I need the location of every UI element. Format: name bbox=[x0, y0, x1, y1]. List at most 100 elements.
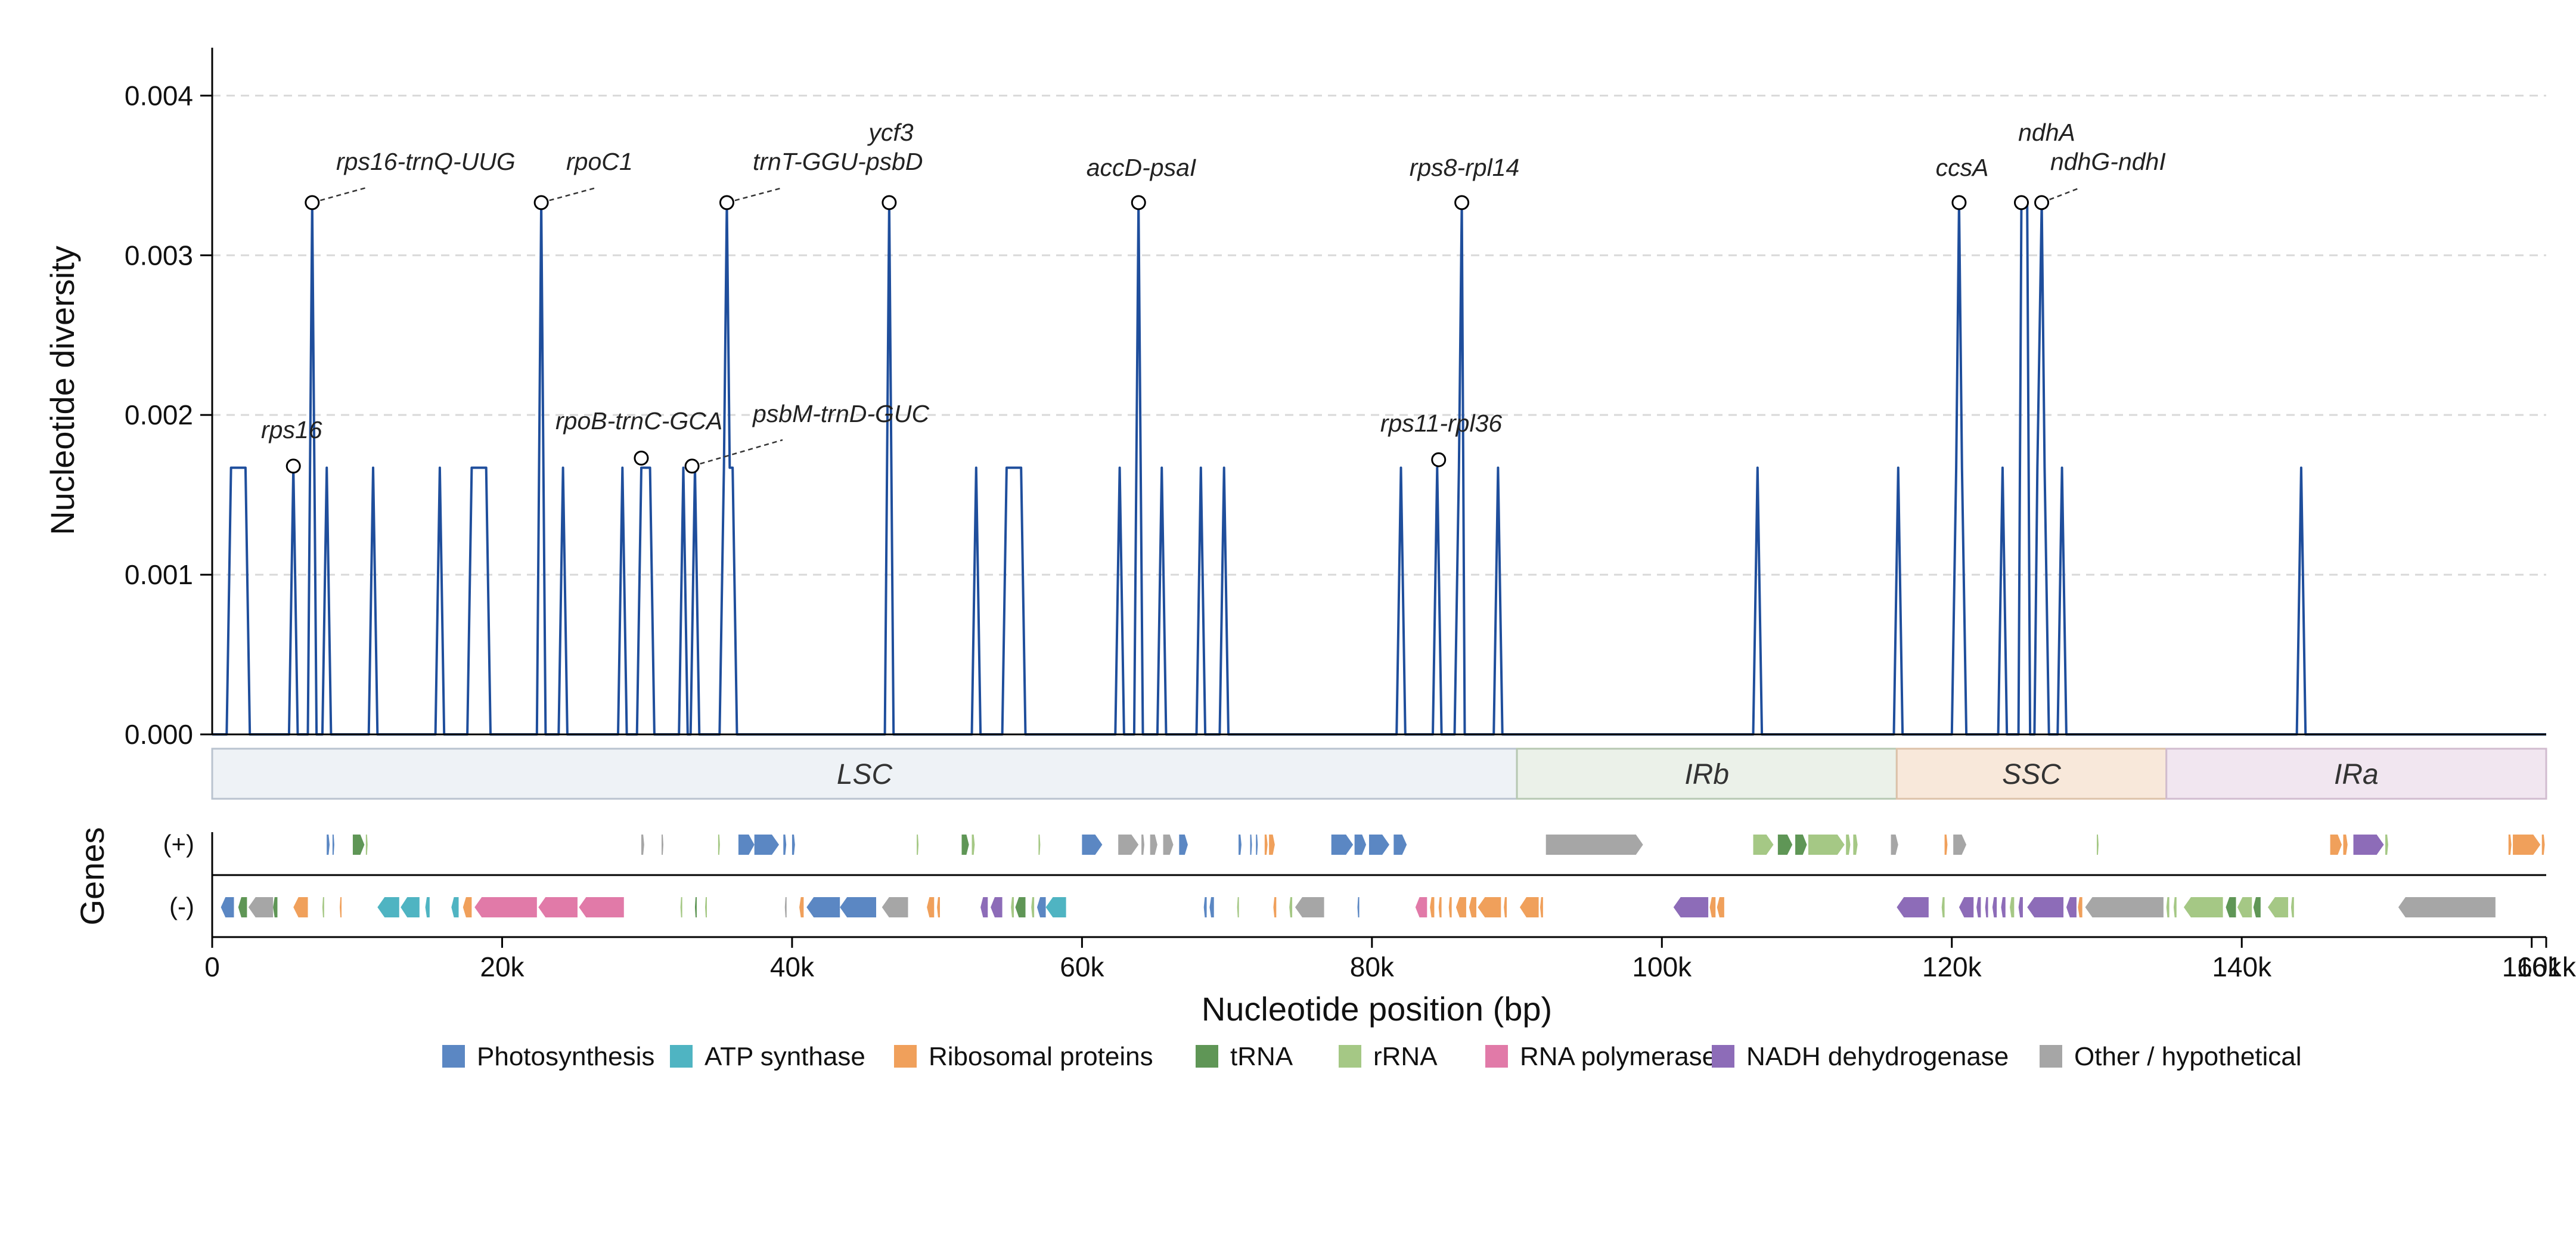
gene-minus-strand bbox=[1289, 897, 1293, 917]
gene-plus-strand bbox=[1038, 835, 1041, 855]
peak-marker bbox=[285, 458, 301, 474]
x-tick-label: 100k bbox=[1632, 951, 1692, 982]
gene-minus-strand bbox=[1504, 897, 1507, 917]
peak-marker bbox=[533, 195, 549, 210]
peak-marker bbox=[1431, 452, 1447, 467]
gene-plus-strand bbox=[2385, 835, 2388, 855]
gene-plus-strand bbox=[1179, 835, 1188, 855]
gene-minus-strand bbox=[840, 897, 876, 917]
gene-plus-strand bbox=[1846, 835, 1851, 855]
legend-label: Other / hypothetical bbox=[2074, 1042, 2302, 1071]
gene-plus-strand bbox=[1393, 835, 1407, 855]
gene-minus-strand bbox=[1519, 897, 1539, 917]
legend-swatch bbox=[1339, 1045, 1361, 1068]
gene-minus-strand bbox=[538, 897, 578, 917]
x-tick-label: 140k bbox=[2212, 951, 2272, 982]
gene-minus-strand bbox=[2253, 897, 2261, 917]
legend: Photosynthesis ATP synthase Ribosomal prot… bbox=[442, 1042, 2302, 1071]
gene-minus-strand bbox=[1430, 897, 1435, 917]
gene-plus-strand bbox=[738, 835, 755, 855]
gene-minus-strand bbox=[1985, 897, 1988, 917]
legend-label: tRNA bbox=[1230, 1042, 1293, 1071]
legend-swatch bbox=[670, 1045, 693, 1068]
x-tick-label: 20k bbox=[480, 951, 524, 982]
gene-plus-strand bbox=[1118, 835, 1139, 855]
peak-label: accD-psaI bbox=[1087, 154, 1197, 181]
gene-plus-strand bbox=[1953, 835, 1967, 855]
gene-plus-strand bbox=[2513, 835, 2541, 855]
gene-minus-strand bbox=[1036, 897, 1046, 917]
legend-label: RNA polymerase bbox=[1520, 1042, 1717, 1071]
gene-minus-strand bbox=[1295, 897, 1324, 917]
gene-minus-strand bbox=[882, 897, 908, 917]
genes-track-label: Genes bbox=[73, 827, 111, 926]
peak-marker bbox=[719, 195, 734, 210]
gene-plus-strand bbox=[754, 835, 780, 855]
gene-minus-strand bbox=[1237, 897, 1239, 917]
gene-minus-strand bbox=[1438, 897, 1442, 917]
region-label: SSC bbox=[2002, 759, 2061, 790]
gene-plus-strand bbox=[1853, 835, 1858, 855]
peak-leader-line bbox=[727, 187, 783, 204]
region-lsc-band bbox=[211, 748, 1518, 800]
region-ssc-band bbox=[1895, 748, 2168, 800]
gene-plus-strand bbox=[1163, 835, 1174, 855]
legend-label: Ribosomal proteins bbox=[929, 1042, 1153, 1071]
gene-minus-strand bbox=[694, 897, 697, 917]
legend-swatch bbox=[442, 1045, 465, 1068]
gene-plus-strand bbox=[2353, 835, 2384, 855]
gene-minus-strand bbox=[1976, 897, 1981, 917]
gene-minus-strand bbox=[1357, 897, 1360, 917]
gene-plus-strand bbox=[332, 835, 334, 855]
gene-minus-strand bbox=[2085, 897, 2164, 917]
legend-swatch bbox=[1485, 1045, 1508, 1068]
gene-minus-strand bbox=[2078, 897, 2082, 917]
gene-plus-strand bbox=[1256, 835, 1258, 855]
region-label: IRb bbox=[1684, 759, 1729, 790]
gene-plus-strand bbox=[1354, 835, 1367, 855]
gene-minus-strand bbox=[322, 897, 324, 917]
gene-minus-strand bbox=[991, 897, 1003, 917]
gene-minus-strand bbox=[1209, 897, 1214, 917]
peak-label: trnT-GGU-psbD bbox=[753, 148, 923, 175]
gene-minus-strand bbox=[704, 897, 707, 917]
gene-minus-strand bbox=[2173, 897, 2177, 917]
peak-label: rpoC1 bbox=[566, 148, 633, 175]
gene-minus-strand bbox=[1941, 897, 1945, 917]
peak-leader-line bbox=[541, 187, 597, 204]
gene-plus-strand bbox=[2541, 835, 2545, 855]
y-tick-label: 0.004 bbox=[125, 80, 193, 111]
gene-minus-strand bbox=[425, 897, 430, 917]
gene-minus-strand bbox=[2066, 897, 2077, 917]
x-axis-label: Nucleotide position (bp) bbox=[1202, 990, 1552, 1028]
diversity-series-line bbox=[212, 201, 2546, 736]
legend-swatch bbox=[1712, 1045, 1734, 1068]
peak-marker bbox=[882, 195, 897, 210]
gene-plus-strand bbox=[1891, 835, 1898, 855]
gene-plus-strand bbox=[1250, 835, 1252, 855]
gene-plus-strand bbox=[1150, 835, 1157, 855]
gene-minus-strand bbox=[2237, 897, 2252, 917]
gene-minus-strand bbox=[2226, 897, 2236, 917]
peak-leader-line bbox=[691, 439, 783, 467]
peak-label: rps8-rpl14 bbox=[1410, 154, 1520, 181]
gene-plus-strand bbox=[2343, 835, 2348, 855]
legend-swatch bbox=[894, 1045, 917, 1068]
peak-label: ycf3 bbox=[867, 119, 913, 146]
peak-label: rps16-trnQ-UUG bbox=[336, 148, 516, 175]
gene-plus-strand bbox=[1331, 835, 1354, 855]
gene-minus-strand bbox=[340, 897, 342, 917]
gene-plus-strand bbox=[1141, 835, 1144, 855]
peak-marker bbox=[1454, 195, 1470, 210]
gene-minus-strand bbox=[784, 897, 787, 917]
gene-minus-strand bbox=[451, 897, 459, 917]
peak-leader-line bbox=[312, 187, 367, 204]
gene-plus-strand bbox=[1777, 835, 1793, 855]
gene-plus-strand bbox=[1239, 835, 1242, 855]
minus-strand-label: (-) bbox=[169, 892, 194, 920]
gene-plus-strand bbox=[1795, 835, 1807, 855]
region-label: IRa bbox=[2334, 759, 2379, 790]
gene-minus-strand bbox=[463, 897, 472, 917]
gene-plus-strand bbox=[641, 835, 644, 855]
